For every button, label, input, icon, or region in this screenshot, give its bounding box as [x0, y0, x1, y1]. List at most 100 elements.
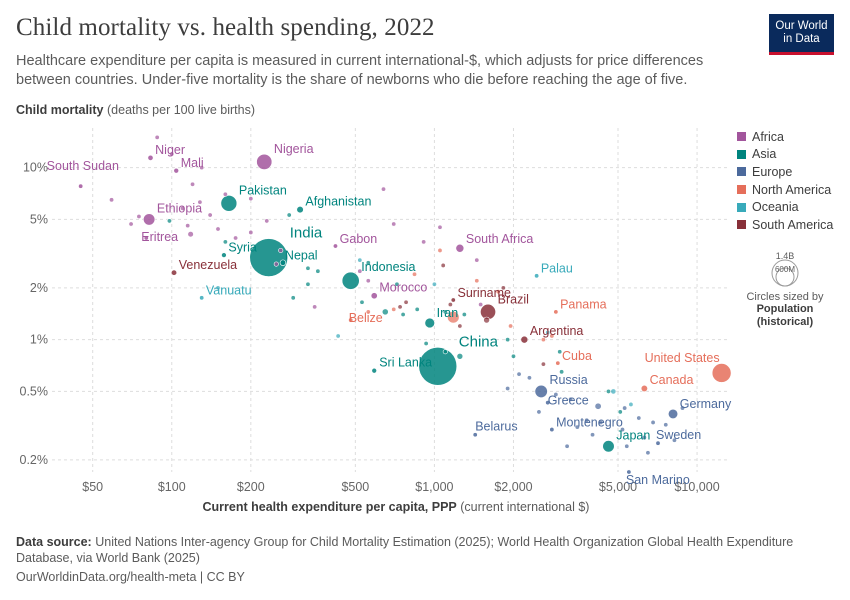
size-legend-small: 600M — [775, 265, 795, 274]
y-tick-label: 5% — [30, 212, 48, 226]
country-point — [365, 260, 371, 266]
country-point — [170, 269, 178, 276]
country-label: South Sudan — [47, 159, 119, 173]
logo-line-2: in Data — [783, 33, 820, 45]
country-label: Canada — [650, 373, 694, 387]
country-point — [233, 235, 239, 241]
country-point — [222, 239, 228, 245]
country-point — [264, 218, 270, 224]
legend-item[interactable]: Europe — [737, 163, 833, 181]
country-point — [166, 218, 172, 224]
country-point — [109, 197, 115, 203]
country-point — [221, 252, 227, 258]
legend-item[interactable]: South America — [737, 216, 833, 234]
legend-label: Oceania — [752, 200, 799, 215]
country-label: China — [459, 333, 499, 350]
legend-label: North America — [752, 182, 832, 197]
country-point — [190, 181, 196, 187]
country-point — [143, 235, 149, 241]
data-source: Data source: United Nations Inter-agency… — [16, 534, 836, 566]
footer-url[interactable]: OurWorldinData.org/health-meta | CC BY — [16, 570, 245, 584]
country-label: Germany — [680, 397, 732, 411]
country-point — [187, 231, 194, 238]
size-legend-caption: Circles sized by — [746, 291, 824, 303]
country-point — [381, 186, 387, 192]
legend-swatch — [737, 220, 746, 230]
country-point — [296, 205, 304, 214]
country-point — [594, 402, 602, 410]
country-point — [574, 424, 580, 430]
country-point — [650, 419, 656, 425]
country-point — [315, 268, 321, 274]
size-legend-circles: 1.4B 600M — [771, 251, 799, 287]
x-axis-label-rest: (current international $) — [460, 500, 590, 514]
country-point — [495, 289, 501, 295]
x-tick-label: $5,000 — [599, 480, 637, 494]
size-legend-big: 1.4B — [776, 252, 795, 261]
country-point — [391, 221, 397, 227]
country-point — [605, 388, 611, 394]
country-point — [447, 302, 453, 308]
country-point — [199, 295, 205, 301]
legend-label: South America — [752, 217, 834, 232]
country-point — [619, 427, 625, 433]
country-label: Indonesia — [361, 260, 415, 274]
country-point — [278, 247, 284, 253]
country-point — [412, 271, 418, 277]
country-point — [602, 440, 615, 453]
country-point — [341, 271, 360, 290]
country-point — [622, 405, 628, 411]
country-point — [540, 361, 546, 367]
country-label: Sri Lanka — [379, 356, 432, 370]
country-label: Afghanistan — [305, 194, 371, 208]
y-axis-label-bold: Child mortality — [16, 103, 104, 117]
y-tick-label: 10% — [23, 161, 48, 175]
country-point — [645, 450, 651, 456]
country-point — [711, 363, 732, 383]
country-point — [286, 212, 292, 218]
country-point — [359, 299, 365, 305]
country-point — [505, 385, 511, 391]
x-tick-label: $100 — [158, 480, 186, 494]
country-label: Panama — [560, 298, 607, 312]
country-point — [365, 278, 371, 284]
country-point — [312, 304, 318, 310]
legend-label: Europe — [752, 164, 793, 179]
country-point — [626, 469, 632, 475]
country-point — [215, 226, 221, 232]
country-point — [381, 308, 389, 316]
legend-item[interactable]: Africa — [737, 128, 833, 146]
country-point — [437, 247, 443, 253]
country-point — [534, 273, 540, 279]
country-point — [147, 154, 154, 161]
country-point — [431, 281, 437, 287]
country-point — [397, 304, 403, 310]
region-legend[interactable]: Africa Asia Europe North America Oceania Sout… — [737, 128, 833, 234]
legend-item[interactable]: North America — [737, 181, 833, 199]
country-point — [628, 401, 634, 407]
x-tick-label: $50 — [82, 480, 103, 494]
country-point — [549, 333, 555, 339]
country-point — [641, 434, 647, 440]
country-point — [455, 243, 465, 253]
country-point — [510, 353, 516, 359]
owid-logo[interactable]: Our World in Data — [769, 14, 834, 55]
country-point — [584, 417, 590, 423]
legend-item[interactable]: Asia — [737, 146, 833, 164]
size-legend-historical: (historical) — [756, 316, 814, 328]
source-text: United Nations Inter-agency Group for Ch… — [16, 535, 794, 565]
country-label: Ethiopia — [157, 202, 202, 216]
country-point — [447, 311, 460, 324]
country-label: Belarus — [475, 420, 517, 434]
country-point — [442, 349, 448, 355]
legend-item[interactable]: Oceania — [737, 198, 833, 216]
country-point — [590, 432, 596, 438]
country-label: Iran — [437, 306, 459, 320]
country-label: Gabon — [340, 232, 378, 246]
country-point — [557, 349, 563, 355]
country-point — [215, 285, 221, 291]
country-point — [180, 205, 186, 211]
country-point — [663, 422, 669, 428]
country-label: Brazil — [498, 292, 529, 306]
